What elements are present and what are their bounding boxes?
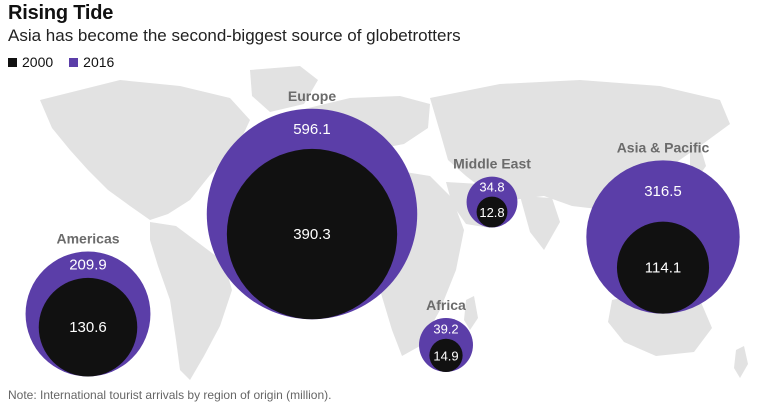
land-north-america	[40, 80, 250, 220]
bubble-layer: 209.9 130.6 Americas 596.1 390.3 Europe 34.8 12…	[25, 88, 740, 377]
value-2016-africa: 39.2	[433, 321, 458, 336]
chart-note: Note: International tourist arrivals by …	[8, 388, 332, 402]
region-label-asia-pacific: Asia & Pacific	[617, 139, 710, 155]
legend-item-2000: 2000	[8, 54, 53, 70]
bubble-2000-americas	[38, 277, 138, 377]
value-2016-europe: 596.1	[293, 121, 331, 138]
value-2016-americas: 209.9	[69, 257, 107, 274]
value-2000-asia-pacific: 114.1	[645, 260, 681, 277]
land-india	[520, 196, 560, 250]
bubble-2000-africa	[429, 338, 463, 372]
legend-label-2000: 2000	[22, 54, 54, 70]
value-2000-europe: 390.3	[293, 226, 331, 243]
value-2016-middle-east: 34.8	[479, 180, 504, 195]
chart-subtitle: Asia has become the second-biggest sourc…	[8, 26, 461, 45]
region-label-americas: Americas	[56, 231, 119, 247]
value-2016-asia-pacific: 316.5	[644, 183, 682, 200]
legend-swatch-2000	[8, 57, 17, 67]
bubble-2000-middle-east	[476, 196, 508, 228]
chart-title: Rising Tide	[8, 2, 114, 24]
region-label-africa: Africa	[426, 297, 466, 313]
value-2000-americas: 130.6	[69, 319, 107, 336]
region-label-middle-east: Middle East	[453, 156, 531, 172]
legend-label-2016: 2016	[83, 54, 115, 70]
land-greenland	[250, 66, 318, 112]
legend-swatch-2016	[69, 57, 79, 67]
bubble-2000-asia-pacific	[616, 221, 710, 314]
value-2000-africa: 14.9	[433, 348, 458, 363]
land-new-zealand	[734, 346, 748, 378]
region-label-europe: Europe	[288, 88, 336, 104]
bubble-2000-europe	[226, 148, 398, 320]
legend-item-2016: 2016	[69, 54, 114, 70]
land-south-america	[150, 222, 232, 380]
value-2000-middle-east: 12.8	[479, 205, 504, 220]
land-madagascar	[464, 296, 478, 330]
legend: 2000 2016	[8, 54, 130, 70]
